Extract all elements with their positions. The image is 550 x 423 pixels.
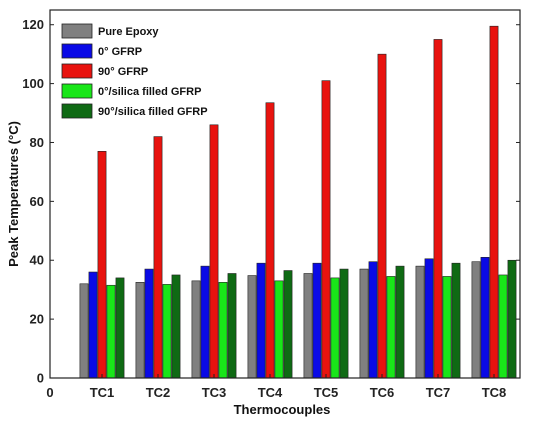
- bar-tc3-series-5: [227, 273, 237, 379]
- y-tick-label: 60: [30, 194, 44, 209]
- bar-tc1-series-5: [115, 277, 125, 379]
- bar-tc2-series-1: [135, 282, 145, 379]
- bar-tc2-series-5: [171, 274, 181, 379]
- axes-layer: TC1 TC2 TC3 TC4 TC5 TC6 TC7 TC8 00 20 40 60 80 100 120: [22, 9, 521, 400]
- y-tick-label: 20: [30, 312, 44, 327]
- legend-label-series-5: 90°/silica filled GFRP: [98, 106, 208, 118]
- bar-tc8-series-5: [507, 259, 517, 379]
- x-tick-label: TC1: [90, 385, 115, 400]
- bar-tc7-series-2: [424, 258, 434, 379]
- bar-tc8-series-4: [498, 274, 508, 379]
- axes-frame: [49, 9, 521, 379]
- legend-label-series-1: Pure Epoxy: [98, 26, 159, 38]
- bar-tc4-series-1: [247, 275, 257, 379]
- bar-tc1-series-2: [88, 271, 98, 379]
- bar-tc6-series-4: [386, 276, 396, 379]
- bar-tc7-series-5: [451, 262, 461, 379]
- bar-tc5-series-4: [330, 277, 340, 379]
- y-axis-title: Peak Temperatures (°C): [6, 121, 21, 267]
- bar-tc3-series-2: [200, 265, 210, 379]
- bar-tc3-series-4: [218, 282, 228, 379]
- legend-swatch-series-1: [61, 23, 93, 39]
- bar-tc5-series-3: [321, 80, 331, 379]
- bar-tc1-series-3: [97, 151, 107, 379]
- bar-tc7-series-1: [415, 265, 425, 379]
- y-tick-label: 120: [22, 17, 44, 32]
- y-tick-label: 100: [22, 76, 44, 91]
- bar-tc4-series-2: [256, 262, 266, 379]
- bar-tc7-series-3: [433, 39, 443, 379]
- bar-tc6-series-3: [377, 53, 387, 379]
- x-tick-label: TC6: [370, 385, 395, 400]
- bar-tc1-series-1: [79, 283, 89, 379]
- x-tick-label: TC5: [314, 385, 339, 400]
- bar-tc6-series-1: [359, 268, 369, 379]
- bar-tc5-series-2: [312, 262, 322, 379]
- bar-tc3-series-1: [191, 280, 201, 379]
- bar-tc8-series-2: [480, 256, 490, 379]
- bar-tc6-series-5: [395, 265, 405, 379]
- legend-label-series-4: 0°/silica filled GFRP: [98, 86, 201, 98]
- bar-tc2-series-4: [162, 284, 172, 379]
- x-axis-title: Thermocouples: [234, 402, 331, 417]
- legend-label-series-3: 90° GFRP: [98, 66, 148, 78]
- legend-swatch-series-4: [61, 83, 93, 99]
- bar-tc1-series-4: [106, 284, 116, 379]
- y-tick-label: 40: [30, 253, 44, 268]
- bar-tc4-series-4: [274, 280, 284, 379]
- bar-tc6-series-2: [368, 261, 378, 379]
- legend-label-series-2: 0° GFRP: [98, 46, 142, 58]
- bar-tc2-series-3: [153, 136, 163, 379]
- x-tick-label: TC2: [146, 385, 171, 400]
- bar-tc7-series-4: [442, 276, 452, 379]
- bar-tc2-series-2: [144, 268, 154, 379]
- x-tick-label: TC4: [258, 385, 283, 400]
- x-tick-label: TC3: [202, 385, 227, 400]
- bar-tc8-series-3: [489, 25, 499, 379]
- x-tick-label: TC8: [482, 385, 507, 400]
- bar-tc8-series-1: [471, 261, 481, 379]
- legend: Pure Epoxy 0° GFRP 90° GFRP 0°/silica fille…: [57, 19, 217, 125]
- x-tick-label: TC7: [426, 385, 451, 400]
- legend-swatch-series-2: [61, 43, 93, 59]
- bar-tc4-series-3: [265, 102, 275, 379]
- bar-tc4-series-5: [283, 270, 293, 379]
- bar-tc5-series-5: [339, 268, 349, 379]
- legend-swatch-series-5: [61, 103, 93, 119]
- legend-swatch-series-3: [61, 63, 93, 79]
- y-tick-label: 0: [37, 371, 44, 386]
- x-origin-label: 0: [46, 385, 53, 400]
- y-tick-label: 80: [30, 135, 44, 150]
- bar-tc3-series-3: [209, 124, 219, 379]
- bar-tc5-series-1: [303, 273, 313, 379]
